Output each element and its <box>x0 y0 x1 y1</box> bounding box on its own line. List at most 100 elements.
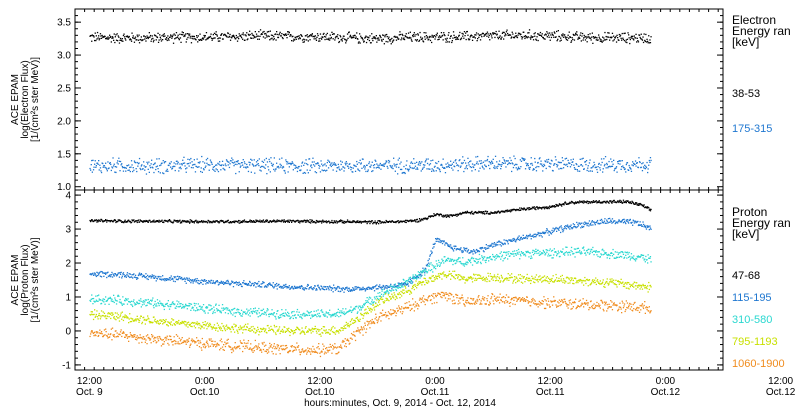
data-point <box>533 33 535 35</box>
data-point <box>129 221 131 223</box>
data-point <box>318 164 320 166</box>
data-point <box>444 167 446 169</box>
data-point <box>232 162 235 164</box>
data-point <box>215 304 217 306</box>
data-point <box>248 309 250 311</box>
data-point <box>618 256 620 258</box>
data-point <box>273 168 275 171</box>
data-point <box>531 251 534 253</box>
data-point <box>99 167 102 169</box>
data-point <box>628 222 630 224</box>
data-point <box>398 286 400 289</box>
data-point <box>301 161 304 163</box>
data-point <box>421 270 424 272</box>
data-point <box>130 166 132 168</box>
y-tick-label: 3.0 <box>57 51 71 62</box>
data-point <box>465 250 467 252</box>
data-point <box>287 311 289 313</box>
data-point <box>196 166 198 168</box>
data-point <box>286 220 288 222</box>
data-point <box>586 169 588 172</box>
data-point <box>496 161 498 163</box>
data-point <box>456 37 459 39</box>
data-point <box>509 239 511 241</box>
data-point <box>463 249 466 251</box>
data-point <box>136 220 138 222</box>
data-point <box>438 38 440 40</box>
data-point <box>498 163 500 166</box>
data-point <box>365 170 367 173</box>
data-point <box>532 36 534 38</box>
data-point <box>206 222 209 224</box>
data-point <box>227 161 229 163</box>
data-point <box>238 312 240 314</box>
data-point <box>179 303 181 305</box>
data-point <box>146 220 148 222</box>
data-point <box>263 281 265 284</box>
data-point <box>572 223 574 225</box>
data-point <box>219 164 221 166</box>
data-point <box>519 32 521 35</box>
data-point <box>317 34 319 37</box>
data-point <box>177 303 179 305</box>
data-point <box>380 39 383 41</box>
data-point <box>530 157 532 159</box>
data-point <box>122 273 124 275</box>
data-point <box>301 288 304 290</box>
data-point <box>640 166 642 168</box>
data-point <box>600 222 602 224</box>
data-point <box>537 249 539 251</box>
data-point <box>323 289 326 291</box>
data-point <box>145 219 147 222</box>
data-point <box>331 162 333 164</box>
data-point <box>527 32 529 34</box>
data-point <box>181 31 183 33</box>
data-point <box>330 316 332 318</box>
data-point <box>251 159 253 161</box>
data-point <box>591 221 593 223</box>
data-point <box>197 303 199 305</box>
data-point <box>425 269 427 271</box>
data-point <box>245 167 247 169</box>
data-point <box>450 258 452 260</box>
data-point <box>621 166 623 168</box>
data-point <box>470 250 472 252</box>
data-point <box>218 37 220 39</box>
data-point <box>208 309 210 311</box>
data-point <box>612 163 614 165</box>
data-point <box>444 172 447 174</box>
data-point <box>205 280 208 282</box>
data-point <box>564 34 566 36</box>
data-point <box>89 219 91 222</box>
data-point <box>505 166 507 168</box>
data-point <box>504 33 506 35</box>
data-point <box>95 35 97 37</box>
data-point <box>532 207 535 209</box>
data-point <box>326 169 328 171</box>
data-point <box>482 211 485 213</box>
data-point <box>343 311 345 313</box>
data-point <box>124 36 126 38</box>
data-point <box>642 223 645 226</box>
data-point <box>552 34 554 36</box>
data-point <box>575 226 577 228</box>
data-point <box>475 162 478 165</box>
data-point <box>479 34 481 36</box>
data-point <box>576 221 578 224</box>
data-point <box>114 219 116 222</box>
data-point <box>606 36 608 38</box>
data-point <box>153 277 156 279</box>
data-point <box>124 220 126 222</box>
data-point <box>524 208 526 210</box>
data-point <box>420 220 422 222</box>
data-point <box>449 260 451 262</box>
data-point <box>323 164 325 166</box>
data-point <box>297 35 299 38</box>
data-point <box>641 170 644 172</box>
data-point <box>558 168 560 170</box>
data-point <box>556 40 558 42</box>
data-point <box>315 289 317 291</box>
data-point <box>482 33 485 35</box>
data-point <box>621 32 623 35</box>
data-point <box>633 35 635 37</box>
